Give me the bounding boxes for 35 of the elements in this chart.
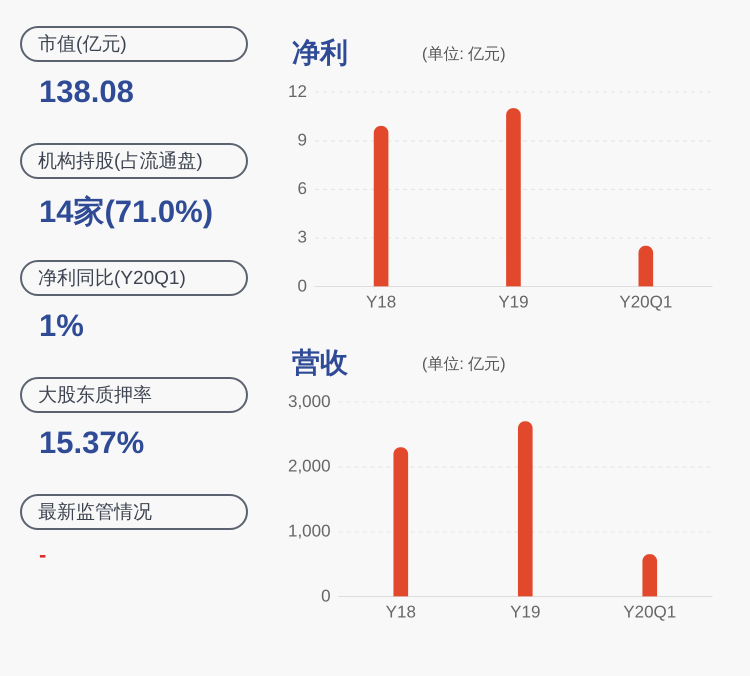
y-tick-label: 0	[297, 276, 307, 296]
x-tick-label: Y18	[386, 602, 416, 622]
bar	[642, 554, 658, 596]
x-tick-label: Y18	[366, 292, 396, 312]
text: -	[39, 542, 48, 568]
text: 14家(71.0%)	[39, 193, 214, 231]
y-tick-label: 2,000	[288, 456, 331, 476]
chart-title: 营收	[292, 346, 348, 380]
text: 138.08	[39, 74, 135, 111]
text: 最新监管情况	[20, 494, 248, 530]
y-tick-label: 12	[288, 82, 307, 101]
x-tick-label: Y19	[510, 602, 540, 622]
bar	[393, 447, 408, 596]
y-tick-label: 3,000	[288, 392, 331, 411]
text: 机构持股(占流通盘)	[20, 143, 248, 179]
chart-title: 净利	[292, 36, 348, 70]
x-tick-label: Y20Q1	[619, 292, 672, 312]
bar	[638, 246, 654, 286]
bar	[506, 108, 521, 286]
y-tick-label: 3	[297, 228, 307, 247]
x-tick-label: Y19	[498, 292, 529, 312]
x-tick-label: Y20Q1	[623, 602, 676, 622]
chart-subtitle: (单位: 亿元)	[422, 355, 506, 375]
text: 净利同比(Y20Q1)	[20, 260, 248, 296]
y-tick-label: 1,000	[288, 521, 331, 540]
text: 1%	[39, 308, 85, 345]
y-tick-label: 0	[321, 586, 331, 606]
y-tick-label: 9	[297, 130, 307, 150]
chart-subtitle: (单位: 亿元)	[422, 45, 506, 65]
y-tick-label: 6	[297, 179, 307, 198]
text: 大股东质押率	[20, 377, 248, 413]
text: 市值(亿元)	[20, 26, 248, 62]
text: 15.37%	[39, 425, 146, 462]
bar	[518, 421, 533, 596]
bar	[374, 126, 388, 286]
